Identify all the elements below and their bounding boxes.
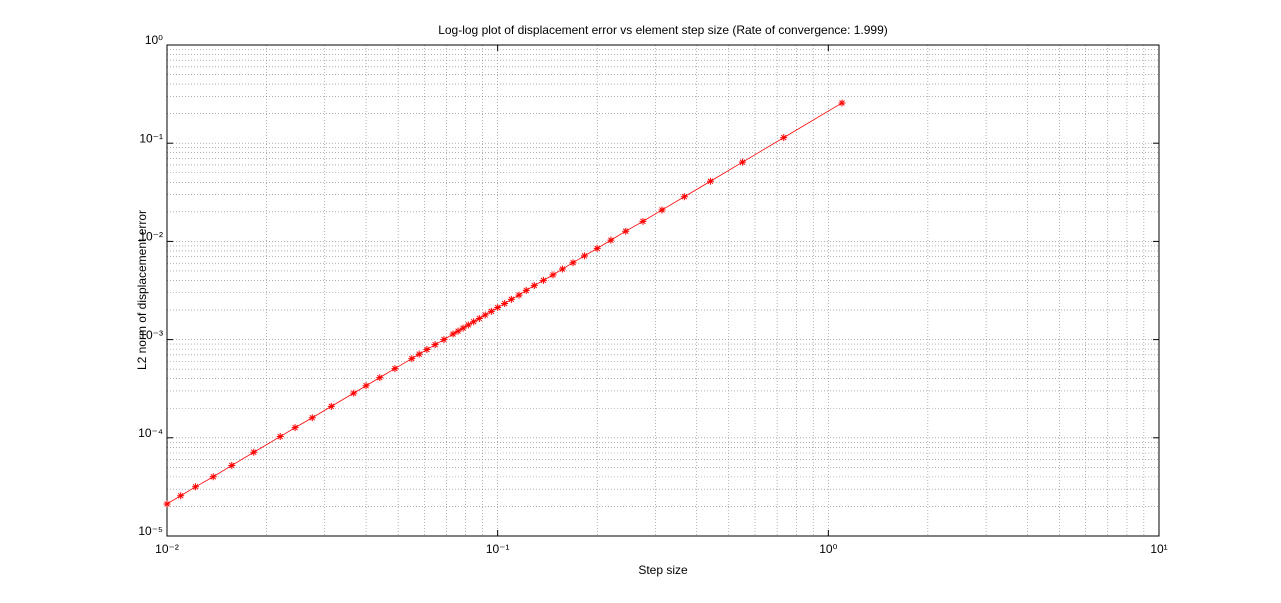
marker xyxy=(308,414,316,422)
marker xyxy=(327,402,335,410)
marker xyxy=(738,158,746,166)
marker xyxy=(228,461,236,469)
marker xyxy=(408,355,416,363)
marker xyxy=(706,177,714,185)
marker xyxy=(522,286,530,294)
series-line xyxy=(166,102,843,505)
marker xyxy=(580,252,588,260)
marker xyxy=(415,350,423,358)
marker xyxy=(192,483,200,491)
marker xyxy=(431,341,439,349)
x-axis-label: Step size xyxy=(638,563,688,577)
marker xyxy=(515,291,523,299)
marker xyxy=(780,134,788,142)
y-tick-label: 10⁰ xyxy=(145,33,163,47)
y-axis-label: L2 norm of displacement error xyxy=(135,210,149,370)
marker xyxy=(464,321,472,329)
marker xyxy=(680,193,688,201)
marker xyxy=(209,473,217,481)
marker xyxy=(549,271,557,279)
marker xyxy=(539,276,547,284)
x-tick-label: 10¹ xyxy=(1150,542,1167,556)
plot-area xyxy=(167,45,1159,536)
marker xyxy=(658,206,666,214)
marker xyxy=(454,327,462,335)
marker xyxy=(459,324,467,332)
marker xyxy=(487,307,495,315)
marker xyxy=(362,382,370,390)
marker xyxy=(177,492,185,500)
marker xyxy=(481,311,489,319)
marker xyxy=(639,217,647,225)
chart-title: Log-log plot of displacement error vs el… xyxy=(438,23,888,37)
marker xyxy=(622,227,630,235)
marker xyxy=(250,448,258,456)
marker xyxy=(423,346,431,354)
marker xyxy=(530,282,538,290)
x-tick-label: 10⁻² xyxy=(155,542,179,556)
y-tick-label: 10⁻³ xyxy=(139,328,163,342)
marker xyxy=(276,433,284,441)
marker xyxy=(449,330,457,338)
x-tick-label: 10⁻¹ xyxy=(486,542,510,556)
marker xyxy=(501,300,509,308)
x-tick-label: 10⁰ xyxy=(819,542,837,556)
marker xyxy=(350,389,358,397)
marker xyxy=(440,336,448,344)
y-tick-label: 10⁻⁴ xyxy=(138,426,163,440)
marker xyxy=(494,304,502,312)
marker xyxy=(607,236,615,244)
marker xyxy=(475,315,483,323)
marker xyxy=(291,424,299,432)
y-tick-label: 10⁻² xyxy=(139,230,163,244)
axes-box xyxy=(166,44,1160,537)
marker xyxy=(507,295,515,303)
y-tick-label: 10⁻⁵ xyxy=(138,524,163,538)
marker xyxy=(163,500,171,508)
marker xyxy=(593,244,601,252)
marker xyxy=(470,318,478,326)
y-tick-label: 10⁻¹ xyxy=(139,131,163,145)
marker xyxy=(838,99,846,107)
marker xyxy=(391,365,399,373)
marker xyxy=(569,259,577,267)
marker xyxy=(376,374,384,382)
marker xyxy=(558,265,566,273)
